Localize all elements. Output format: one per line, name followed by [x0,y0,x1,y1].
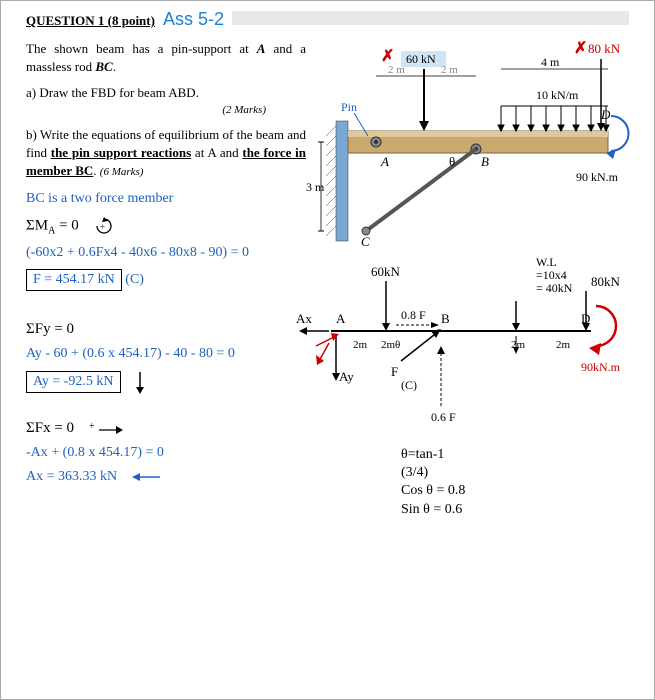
svg-text:10 kN/m: 10 kN/m [536,88,579,102]
svg-text:2 m: 2 m [388,64,405,76]
svg-text:A: A [380,154,389,169]
svg-text:Ay: Ay [339,369,354,384]
theta-calc: θ=tan-1 (3/4) Cos θ = 0.8 Sin θ = 0.6 [401,446,465,519]
svg-text:2m: 2m [511,339,526,351]
svg-text:+: + [89,421,95,432]
svg-text:=10x4: =10x4 [536,268,567,282]
figure-beam-diagram: A B C D θ Pin 60 kN ✗ 80 kN ✗ 10 kN/m 2 … [306,31,636,251]
figure-fbd: A B D Ax Ay 60kN 0.8 F F (C) 0.6 F 2mθ W… [281,251,641,431]
rotation-icon: + [94,215,114,237]
part-a: a) Draw the FBD for beam ABD. (2 Marks) [26,84,306,118]
svg-text:F: F [391,364,398,379]
gray-bar [232,11,629,25]
svg-text:0.8 F: 0.8 F [401,308,426,322]
svg-text:(C): (C) [401,378,417,392]
f-result: F = 454.17 kN [26,269,122,291]
svg-text:Pin: Pin [341,100,357,114]
ax-result-line: Ax = 363.33 kN [26,469,629,485]
svg-text:= 40kN: = 40kN [536,281,573,295]
svg-text:2mθ: 2mθ [381,339,400,351]
svg-text:3 m: 3 m [306,180,325,194]
svg-text:80kN: 80kN [591,274,621,289]
svg-text:W.L: W.L [536,255,557,269]
svg-text:✗: ✗ [574,40,587,57]
svg-text:4 m: 4 m [541,55,560,69]
svg-text:2 m: 2 m [441,64,458,76]
svg-text:C: C [361,234,370,249]
svg-text:90 kN.m: 90 kN.m [576,170,619,184]
intro: The shown beam has a pin-support at A an… [26,40,306,76]
svg-text:60kN: 60kN [371,264,401,279]
svg-text:Ax: Ax [296,311,312,326]
fx-equation: -Ax + (0.8 x 454.17) = 0 [26,445,629,461]
svg-text:60 kN: 60 kN [406,52,436,66]
question-title: QUESTION 1 (8 point) [26,13,155,29]
ay-result: Ay = -92.5 kN [26,371,121,393]
svg-text:B: B [481,154,489,169]
left-arrow-icon [128,470,163,484]
assignment-label: Ass 5-2 [163,9,224,30]
right-arrow-icon: + [89,421,124,435]
svg-text:✗: ✗ [381,48,394,65]
svg-text:0.6 F: 0.6 F [431,410,456,424]
svg-text:A: A [336,311,346,326]
down-arrow-icon [131,370,149,395]
problem-statement: The shown beam has a pin-support at A an… [26,40,306,181]
svg-text:90kN.m: 90kN.m [581,360,621,374]
svg-text:θ: θ [449,154,455,169]
part-b: b) Write the equations of equilibrium of… [26,126,306,181]
header: QUESTION 1 (8 point) Ass 5-2 [26,9,629,30]
svg-text:2m: 2m [353,339,368,351]
svg-text:B: B [441,311,450,326]
svg-text:80 kN: 80 kN [588,41,621,56]
svg-text:+: + [100,222,105,232]
svg-text:2m: 2m [556,339,571,351]
